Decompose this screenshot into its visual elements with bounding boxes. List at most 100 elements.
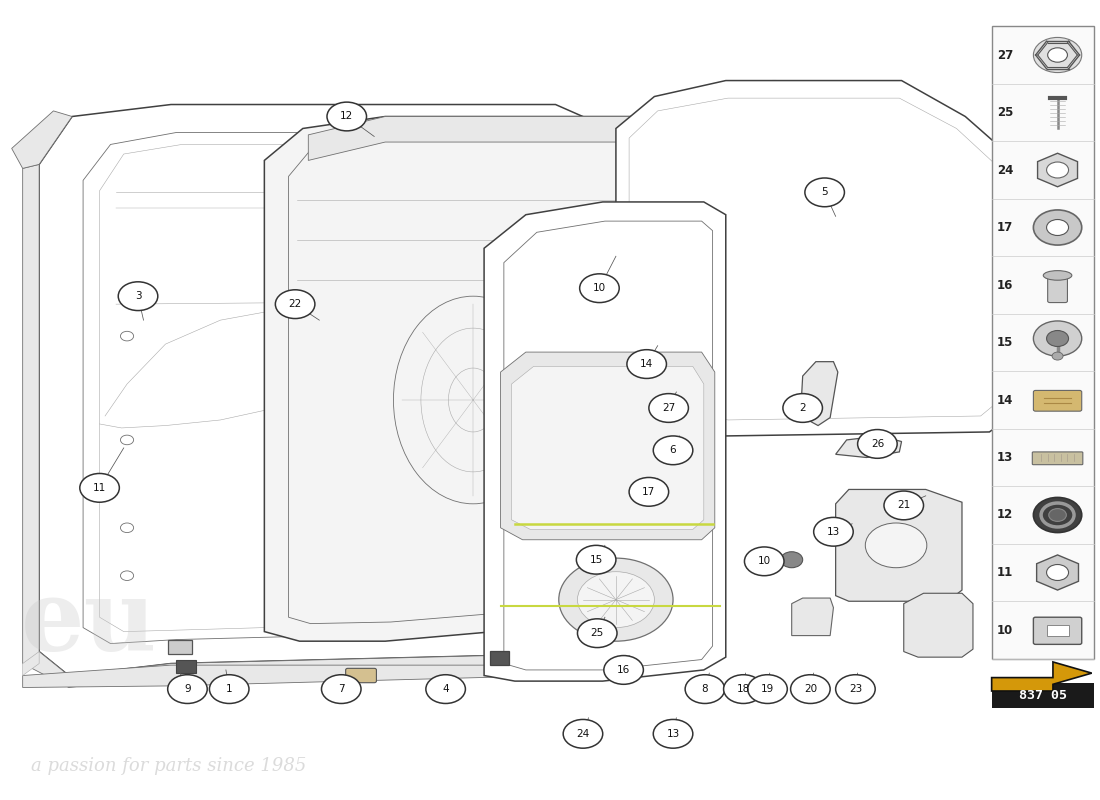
- FancyBboxPatch shape: [991, 682, 1093, 708]
- FancyBboxPatch shape: [1032, 452, 1082, 465]
- Circle shape: [653, 719, 693, 748]
- Circle shape: [1033, 210, 1081, 245]
- Text: 15: 15: [997, 336, 1013, 349]
- Polygon shape: [23, 665, 556, 687]
- FancyBboxPatch shape: [490, 650, 509, 665]
- Circle shape: [578, 572, 654, 628]
- Text: 10: 10: [997, 623, 1013, 637]
- Circle shape: [275, 290, 315, 318]
- Text: 10: 10: [758, 556, 771, 566]
- Text: 13: 13: [827, 526, 840, 537]
- Polygon shape: [40, 105, 614, 675]
- Text: eu: eu: [748, 61, 856, 145]
- Polygon shape: [308, 117, 698, 161]
- Circle shape: [791, 674, 830, 703]
- Text: 1: 1: [226, 684, 232, 694]
- Circle shape: [578, 619, 617, 647]
- Polygon shape: [23, 165, 69, 687]
- Circle shape: [563, 719, 603, 748]
- Polygon shape: [1037, 154, 1078, 186]
- FancyBboxPatch shape: [1033, 390, 1081, 411]
- Circle shape: [1033, 498, 1081, 533]
- Text: 837 05: 837 05: [1019, 689, 1067, 702]
- Circle shape: [1052, 352, 1063, 360]
- Text: 20: 20: [804, 684, 817, 694]
- Circle shape: [321, 674, 361, 703]
- Polygon shape: [500, 352, 715, 540]
- Text: 21: 21: [898, 501, 911, 510]
- Text: 3: 3: [134, 291, 141, 301]
- FancyBboxPatch shape: [345, 668, 376, 682]
- Text: 23: 23: [849, 684, 862, 694]
- Text: 11: 11: [92, 483, 107, 493]
- Text: a passion for parts since 1985: a passion for parts since 1985: [616, 162, 847, 224]
- Circle shape: [724, 674, 763, 703]
- Text: 24: 24: [997, 163, 1013, 177]
- Text: 17: 17: [642, 487, 656, 497]
- Circle shape: [629, 478, 669, 506]
- Circle shape: [646, 370, 685, 398]
- Polygon shape: [69, 654, 556, 687]
- Text: 15: 15: [590, 554, 603, 565]
- Ellipse shape: [1043, 270, 1071, 280]
- Circle shape: [120, 331, 133, 341]
- FancyBboxPatch shape: [1047, 274, 1067, 302]
- Polygon shape: [1036, 555, 1078, 590]
- Text: 26: 26: [871, 439, 884, 449]
- Circle shape: [649, 394, 689, 422]
- Circle shape: [1046, 330, 1068, 346]
- Circle shape: [1033, 321, 1081, 356]
- Text: 12: 12: [997, 509, 1013, 522]
- Circle shape: [167, 674, 207, 703]
- Text: 27: 27: [997, 49, 1013, 62]
- Circle shape: [576, 546, 616, 574]
- Text: 2: 2: [800, 403, 806, 413]
- Circle shape: [627, 350, 667, 378]
- Circle shape: [120, 435, 133, 445]
- Text: 22: 22: [288, 299, 301, 309]
- Polygon shape: [801, 362, 838, 426]
- Polygon shape: [836, 436, 902, 458]
- Circle shape: [1046, 219, 1068, 235]
- Text: 16: 16: [997, 278, 1013, 291]
- Text: a passion for parts since 1985: a passion for parts since 1985: [32, 758, 307, 775]
- Circle shape: [426, 674, 465, 703]
- Text: 25: 25: [997, 106, 1013, 119]
- FancyBboxPatch shape: [1046, 626, 1068, 636]
- Circle shape: [866, 523, 927, 568]
- Text: 25: 25: [591, 628, 604, 638]
- FancyBboxPatch shape: [176, 660, 196, 673]
- Circle shape: [1046, 565, 1068, 581]
- Circle shape: [209, 674, 249, 703]
- Text: eu: eu: [21, 574, 157, 671]
- Polygon shape: [616, 81, 1033, 436]
- Text: 13: 13: [667, 729, 680, 739]
- Text: 16: 16: [617, 665, 630, 675]
- Circle shape: [80, 474, 119, 502]
- Circle shape: [748, 674, 788, 703]
- Polygon shape: [484, 202, 726, 681]
- Circle shape: [1046, 162, 1068, 178]
- Circle shape: [781, 552, 803, 568]
- Text: 13: 13: [997, 451, 1013, 464]
- Text: 9: 9: [184, 684, 190, 694]
- Circle shape: [783, 394, 823, 422]
- Polygon shape: [904, 594, 974, 657]
- FancyBboxPatch shape: [1033, 618, 1081, 644]
- Circle shape: [1047, 48, 1067, 62]
- Circle shape: [1033, 38, 1081, 73]
- Text: 18: 18: [737, 684, 750, 694]
- Circle shape: [884, 491, 924, 520]
- Text: 27: 27: [662, 403, 675, 413]
- Text: 5: 5: [822, 187, 828, 198]
- Text: 7: 7: [338, 684, 344, 694]
- Polygon shape: [792, 598, 834, 635]
- Text: 8: 8: [702, 684, 708, 694]
- Circle shape: [120, 571, 133, 581]
- Text: 4: 4: [442, 684, 449, 694]
- Circle shape: [580, 274, 619, 302]
- Text: 14: 14: [640, 359, 653, 369]
- Circle shape: [685, 674, 725, 703]
- Text: 19: 19: [761, 684, 774, 694]
- Circle shape: [1048, 509, 1066, 522]
